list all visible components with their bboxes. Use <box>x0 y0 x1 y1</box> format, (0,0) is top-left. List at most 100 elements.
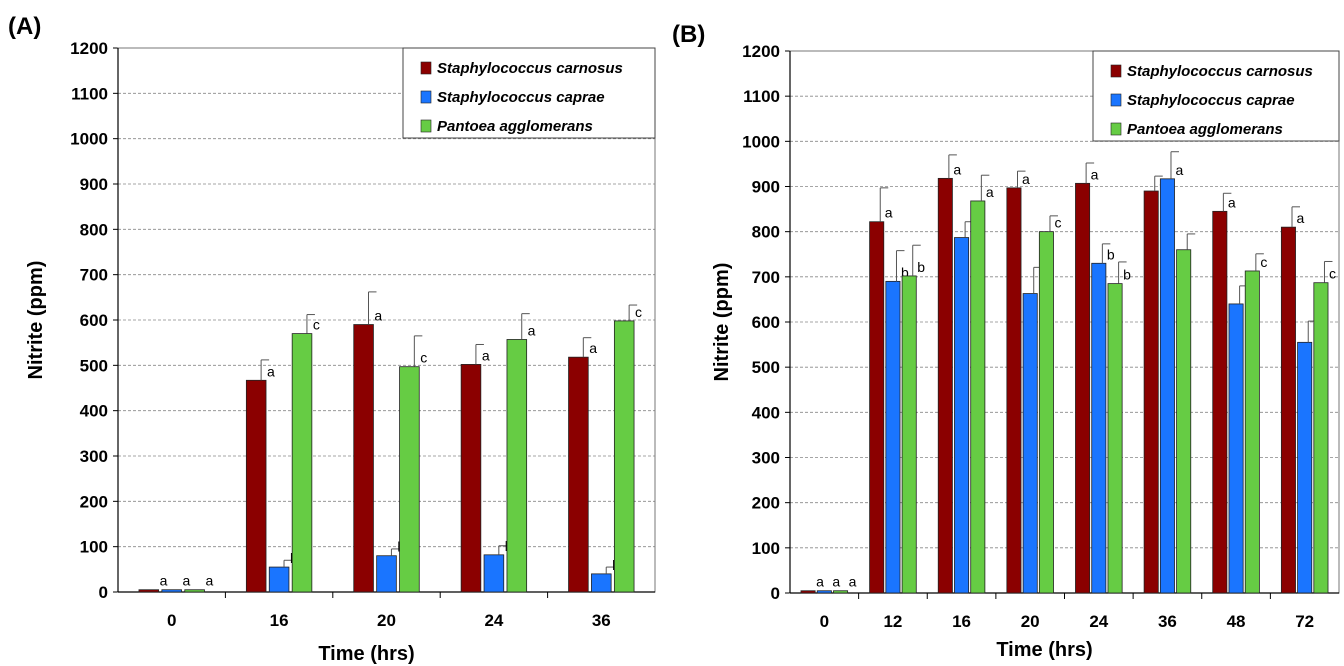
chart-b-bar <box>1160 179 1174 593</box>
chart-a-y-tick-label: 200 <box>80 492 108 511</box>
chart-a-bar <box>614 321 634 592</box>
chart-a-significance-label: c <box>635 304 642 320</box>
chart-a-bar <box>461 364 481 592</box>
chart-b-x-tick-label: 48 <box>1227 612 1246 631</box>
chart-a-bar <box>569 357 589 592</box>
chart-b-x-tick-label: 36 <box>1158 612 1177 631</box>
chart-b-bar <box>1314 283 1328 593</box>
chart-a-y-tick-label: 300 <box>80 447 108 466</box>
chart-b-legend-swatch <box>1111 94 1121 106</box>
chart-b-significance-label: a <box>1176 162 1184 178</box>
chart-b-x-tick-label: 16 <box>952 612 971 631</box>
chart-a-y-tick-label: 500 <box>80 356 108 375</box>
chart-b-bar <box>1229 304 1243 593</box>
chart-b-x-tick-label: 12 <box>883 612 902 631</box>
chart-b-bar <box>1023 294 1037 593</box>
chart-b-bar <box>1245 271 1259 593</box>
chart-a-significance-label: a <box>528 322 536 338</box>
chart-a-y-tick-label: 100 <box>80 538 108 557</box>
chart-a-legend-swatch <box>421 120 431 132</box>
chart-a-bar <box>354 325 374 592</box>
chart-b-legend-label: Staphylococcus carnosus <box>1127 63 1313 80</box>
chart-a-y-tick-label: 1000 <box>70 130 108 149</box>
chart-b-significance-label: c <box>1055 215 1062 231</box>
chart-b-y-tick-label: 700 <box>752 268 780 287</box>
chart-b-bar <box>1298 342 1312 593</box>
chart-a-legend-swatch <box>421 91 431 103</box>
chart-panel-b: (B) 0 100 200 300 400 500 600 700 800 900 1000 1100 1… <box>672 0 1344 666</box>
chart-a-legend-swatch <box>421 62 431 74</box>
chart-a-bar <box>377 556 397 592</box>
chart-a-bar <box>162 590 182 592</box>
chart-b-y-tick-label: 100 <box>752 539 780 558</box>
chart-b-y-tick-label: 1200 <box>742 42 780 61</box>
chart-a-significance-label: a <box>160 573 168 589</box>
chart-a-legend-label: Staphylococcus carnosus <box>437 60 623 77</box>
chart-a-significance-label: a <box>205 573 213 589</box>
chart-b-significance-label: a <box>885 205 893 221</box>
chart-panel-a: (A) 0 100 200 300 400 500 600 700 800 900 1000 1100 1… <box>0 0 672 666</box>
chart-b-x-tick-label: 0 <box>820 612 829 631</box>
chart-b-bar <box>801 591 815 593</box>
chart-b-significance-label: a <box>816 574 824 590</box>
chart-b-significance-label: b <box>1123 267 1131 283</box>
chart-a-significance-label: a <box>482 347 490 363</box>
chart-a-legend-label: Staphylococcus caprae <box>437 89 605 106</box>
chart-b-y-axis-title: Nitrite (ppm) <box>711 263 733 382</box>
chart-a-significance-label: c <box>420 350 427 366</box>
chart-b-bar <box>833 591 847 593</box>
chart-b-significance-label: a <box>1022 171 1030 187</box>
chart-a-bar <box>246 380 266 592</box>
chart-b-bar <box>1007 188 1021 593</box>
chart-a-y-tick-label: 0 <box>99 583 108 602</box>
chart-a-y-tick-label: 1200 <box>70 39 108 58</box>
chart-b-y-tick-label: 0 <box>771 584 780 603</box>
chart-b-bar <box>1177 250 1191 593</box>
chart-a-significance-label: a <box>267 363 275 379</box>
chart-a-significance-label: a <box>374 308 382 324</box>
chart-a-significance-label: a <box>589 340 597 356</box>
chart-b-bar <box>902 276 916 593</box>
chart-a-y-tick-label: 700 <box>80 266 108 285</box>
chart-a-x-tick-label: 24 <box>484 611 503 630</box>
chart-a-x-tick-label: 16 <box>270 611 289 630</box>
chart-b-significance-label: a <box>1091 166 1099 182</box>
chart-a-y-axis-title: Nitrite (ppm) <box>25 261 47 380</box>
chart-b-bar <box>1144 191 1158 593</box>
chart-b-x-axis-title: Time (hrs) <box>996 639 1092 661</box>
chart-b-bar <box>1281 227 1295 593</box>
chart-b-significance-label: a <box>953 161 961 177</box>
chart-a-bar <box>400 367 420 592</box>
chart-b-significance-label: c <box>1260 254 1267 270</box>
chart-b-significance-label: a <box>1297 210 1305 226</box>
chart-a-svg: (A)0100200300400500600700800900100011001… <box>0 0 672 666</box>
chart-a-bar <box>484 555 504 592</box>
chart-b-y-tick-label: 600 <box>752 313 780 332</box>
chart-b-bar <box>1075 183 1089 593</box>
chart-b-bar <box>886 281 900 593</box>
chart-b-y-tick-label: 800 <box>752 223 780 242</box>
chart-a-bar <box>507 339 527 592</box>
chart-b-significance-label: c <box>1329 266 1336 282</box>
chart-a-bar <box>185 590 205 592</box>
chart-b-y-tick-label: 900 <box>752 178 780 197</box>
chart-b-bar <box>938 178 952 593</box>
chart-b-y-tick-label: 1100 <box>743 87 780 106</box>
chart-b-y-tick-label: 400 <box>752 403 780 422</box>
chart-b-bar <box>870 222 884 593</box>
chart-a-bar <box>292 334 312 592</box>
chart-a-x-tick-label: 0 <box>167 611 176 630</box>
chart-a-y-tick-label: 600 <box>80 311 108 330</box>
chart-b-x-tick-label: 24 <box>1089 612 1108 631</box>
chart-b-y-tick-label: 200 <box>752 494 780 513</box>
chart-b-panel-label: (B) <box>672 21 705 48</box>
chart-a-y-tick-label: 1100 <box>71 84 108 103</box>
chart-b-bar <box>1092 263 1106 593</box>
chart-a-panel-label: (A) <box>8 13 41 40</box>
chart-b-bar <box>971 201 985 593</box>
chart-a-x-tick-label: 36 <box>592 611 611 630</box>
chart-b-bar <box>954 238 968 593</box>
chart-b-bar <box>1039 232 1053 593</box>
chart-b-significance-label: a <box>849 574 857 590</box>
chart-a-x-axis-title: Time (hrs) <box>318 643 414 665</box>
